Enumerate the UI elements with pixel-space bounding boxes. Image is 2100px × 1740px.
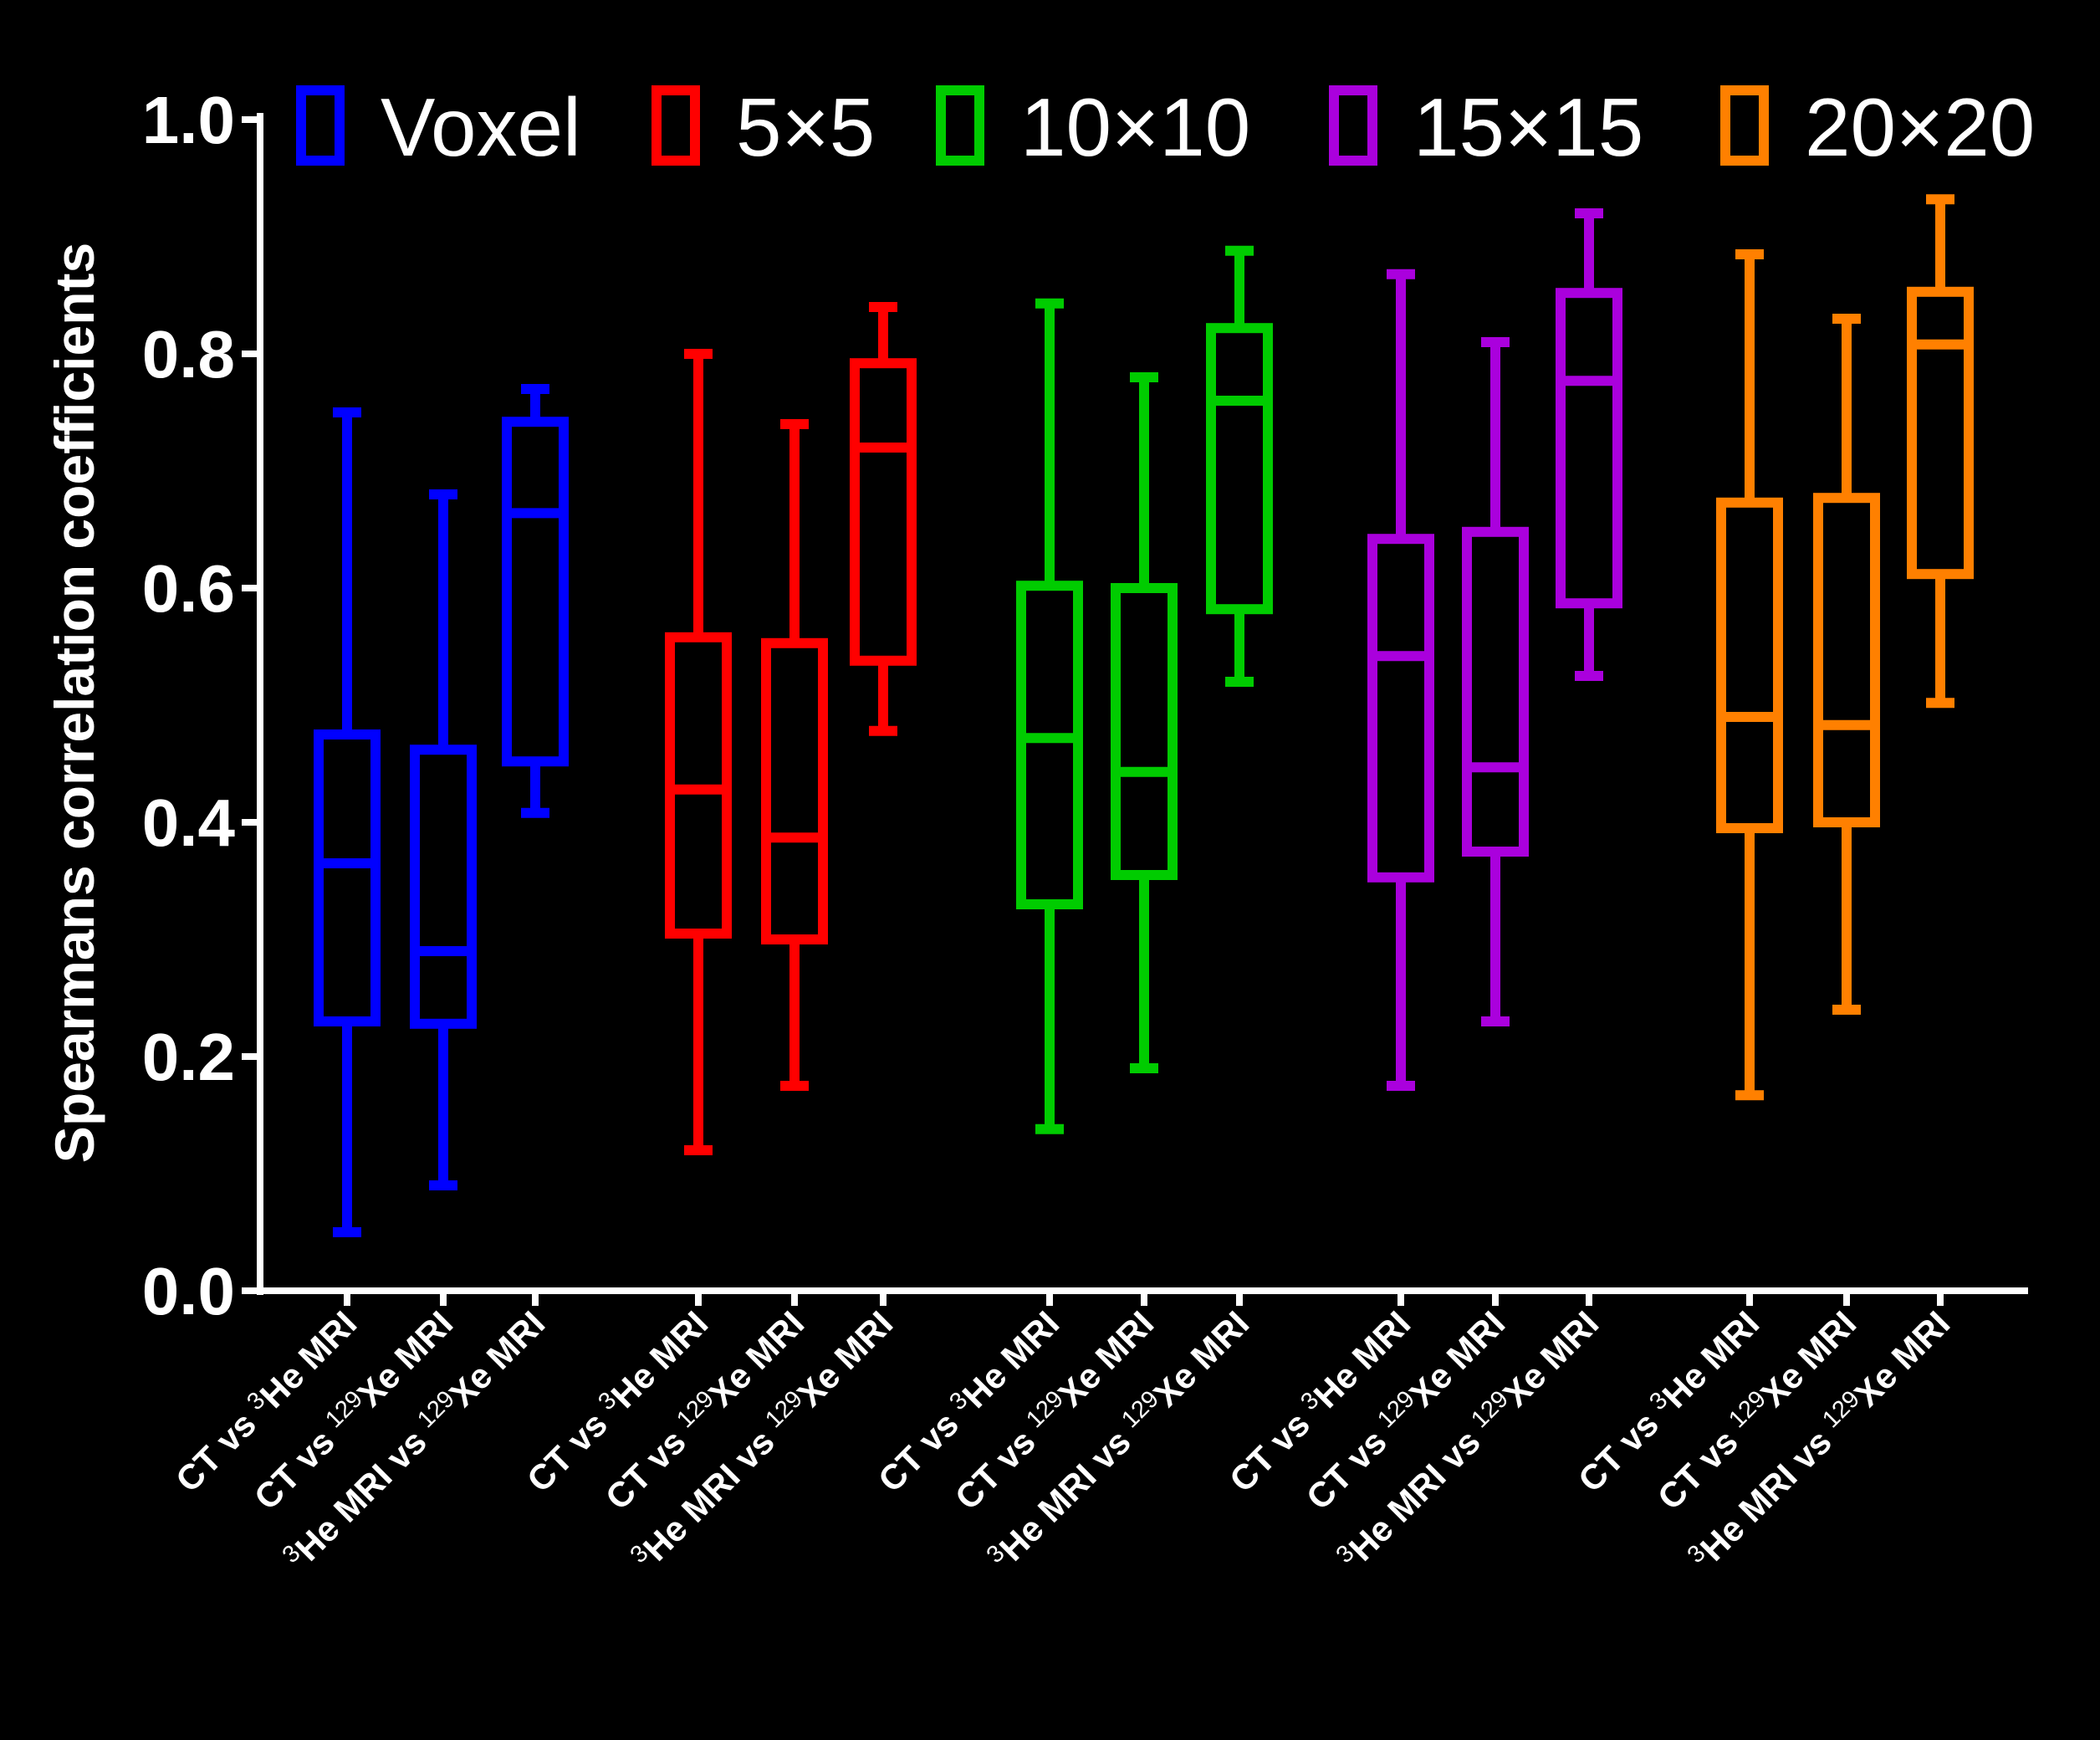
legend-swatch xyxy=(936,85,984,166)
box-20×20-1 xyxy=(1716,249,1783,1101)
legend-item-5×5: 5×5 xyxy=(651,81,875,173)
y-tick-label: 0.6 xyxy=(142,551,235,626)
box-10×10-2 xyxy=(1111,372,1178,1073)
legend-label: 5×5 xyxy=(736,81,875,173)
y-tick-label: 0.4 xyxy=(142,786,236,860)
box-iqr xyxy=(1907,286,1974,580)
legend-swatch xyxy=(296,85,345,166)
legend-item-Voxel: Voxel xyxy=(296,81,581,173)
box-5×5-1 xyxy=(665,349,732,1155)
box-iqr xyxy=(1716,497,1783,833)
legend-label: 10×10 xyxy=(1020,81,1250,173)
legend-label: Voxel xyxy=(381,81,581,173)
box-Voxel-1 xyxy=(314,407,381,1237)
box-iqr xyxy=(1462,526,1529,857)
box-10×10-3 xyxy=(1206,245,1273,687)
box-iqr xyxy=(1367,534,1434,883)
legend-label: 20×20 xyxy=(1805,81,2035,173)
box-iqr xyxy=(1206,323,1273,615)
box-iqr xyxy=(1016,581,1083,909)
box-iqr xyxy=(1813,493,1880,827)
box-iqr xyxy=(761,637,828,944)
box-15×15-2 xyxy=(1462,337,1529,1026)
box-15×15-3 xyxy=(1556,208,1622,681)
box-iqr xyxy=(1556,288,1622,609)
legend: Voxel 5×5 10×10 15×15 20×20 xyxy=(296,81,2035,173)
legend-item-20×20: 20×20 xyxy=(1720,81,2035,173)
box-iqr xyxy=(850,358,917,666)
y-tick-label: 0.2 xyxy=(142,1020,235,1094)
box-20×20-3 xyxy=(1907,194,1974,709)
box-iqr xyxy=(1111,583,1178,880)
box-Voxel-2 xyxy=(410,489,477,1190)
legend-label: 15×15 xyxy=(1413,81,1643,173)
box-5×5-3 xyxy=(850,302,917,736)
legend-item-10×10: 10×10 xyxy=(936,81,1250,173)
box-iqr xyxy=(410,745,477,1029)
box-iqr xyxy=(314,729,381,1026)
legend-swatch xyxy=(1720,85,1769,166)
box-15×15-1 xyxy=(1367,269,1434,1091)
y-axis-title: Spearmans correlation coefficients xyxy=(43,243,105,1163)
box-10×10-1 xyxy=(1016,298,1083,1134)
y-tick-label: 0.0 xyxy=(142,1254,235,1328)
legend-swatch xyxy=(651,85,700,166)
box-Voxel-3 xyxy=(502,384,569,818)
y-tick-label: 0.8 xyxy=(142,317,235,392)
legend-swatch xyxy=(1329,85,1377,166)
box-iqr xyxy=(502,417,569,767)
box-5×5-2 xyxy=(761,419,828,1091)
box-20×20-2 xyxy=(1813,314,1880,1015)
y-tick-label: 1.0 xyxy=(142,83,235,157)
legend-item-15×15: 15×15 xyxy=(1329,81,1643,173)
